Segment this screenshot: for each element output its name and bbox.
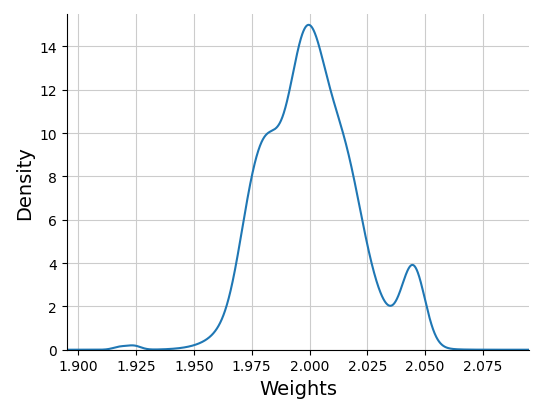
- Y-axis label: Density: Density: [15, 145, 34, 219]
- X-axis label: Weights: Weights: [259, 379, 337, 398]
